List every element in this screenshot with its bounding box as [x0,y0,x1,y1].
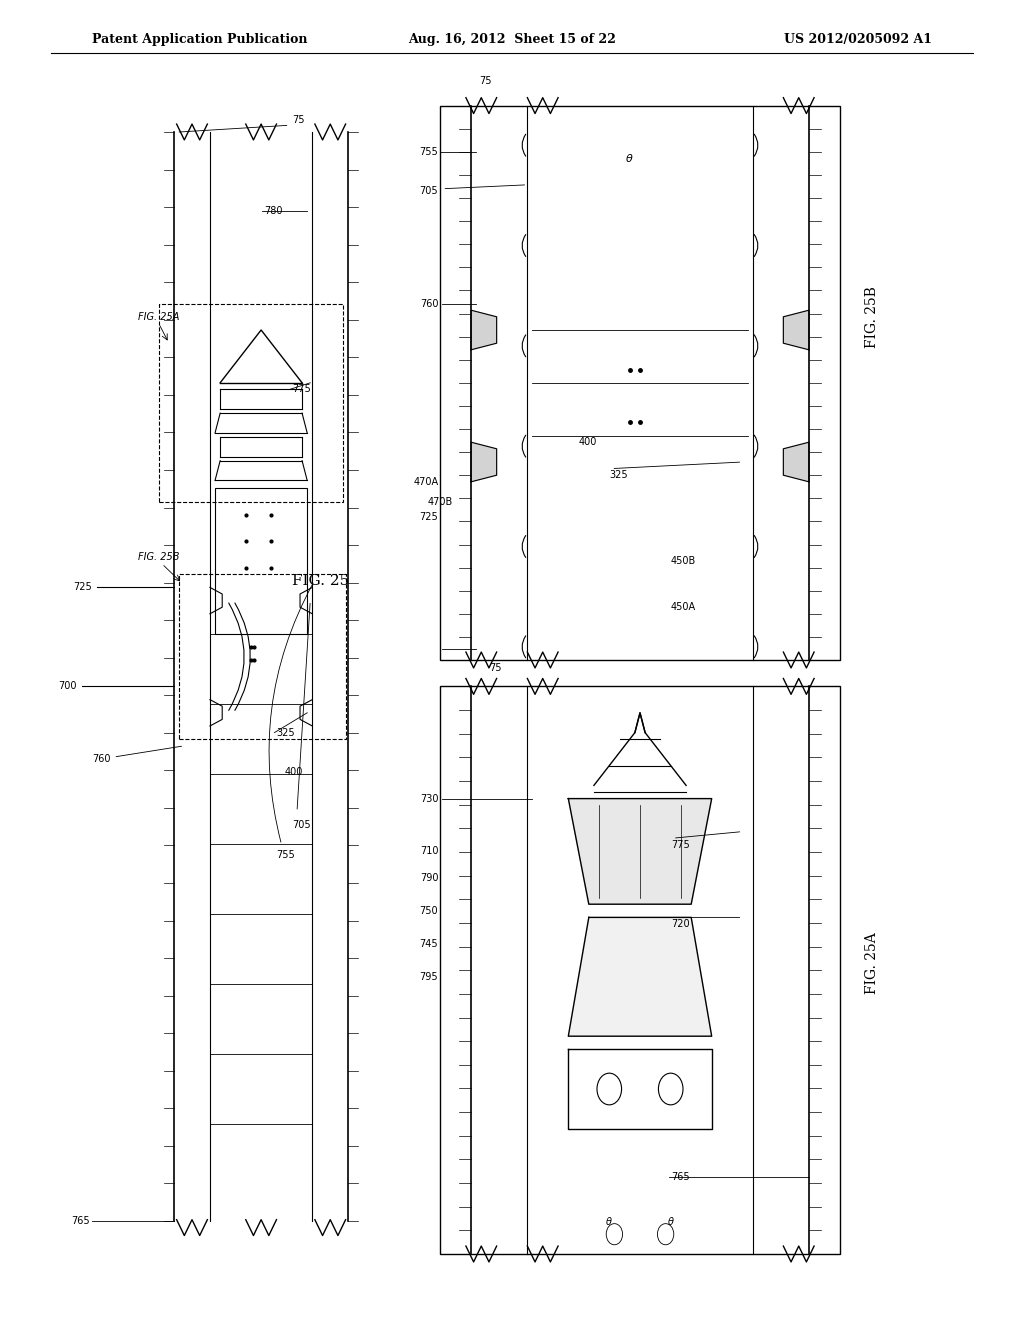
Text: 765: 765 [671,1172,689,1183]
Text: 795: 795 [420,972,438,982]
Text: 720: 720 [671,919,689,929]
Text: $\theta$: $\theta$ [605,1214,613,1228]
Text: 790: 790 [420,873,438,883]
Text: 705: 705 [420,186,438,197]
Text: 780: 780 [264,206,283,216]
Text: 760: 760 [420,298,438,309]
Text: 765: 765 [72,1216,90,1226]
Text: FIG. 25: FIG. 25 [292,574,349,589]
Text: 450B: 450B [671,556,696,566]
Text: 470B: 470B [427,496,453,507]
Text: Aug. 16, 2012  Sheet 15 of 22: Aug. 16, 2012 Sheet 15 of 22 [408,33,616,46]
Bar [179,574,346,739]
Text: FIG. 25B: FIG. 25B [865,286,880,347]
Polygon shape [471,310,497,350]
Text: 470A: 470A [413,477,438,487]
Text: 400: 400 [285,767,303,777]
Text: 75: 75 [479,75,492,86]
Text: 325: 325 [609,470,628,480]
Text: 755: 755 [420,147,438,157]
Text: 75: 75 [489,663,502,673]
Text: 750: 750 [420,906,438,916]
Text: 450A: 450A [671,602,696,612]
Text: 710: 710 [420,846,438,857]
Polygon shape [568,799,712,904]
Text: 705: 705 [292,820,310,830]
Text: FIG. 25A: FIG. 25A [865,933,880,994]
Text: FIG. 25B: FIG. 25B [138,552,180,562]
Bar [159,304,343,502]
Text: 745: 745 [420,939,438,949]
Bar [215,488,307,634]
Text: 775: 775 [671,840,689,850]
Text: 400: 400 [579,437,597,447]
Bar [440,686,840,1254]
Text: $\theta$: $\theta$ [626,152,634,165]
Polygon shape [783,442,809,482]
Text: Patent Application Publication: Patent Application Publication [92,33,307,46]
Text: $\theta$: $\theta$ [667,1214,675,1228]
Text: US 2012/0205092 A1: US 2012/0205092 A1 [783,33,932,46]
Polygon shape [783,310,809,350]
Text: 730: 730 [420,793,438,804]
Text: 725: 725 [74,582,92,593]
Polygon shape [568,917,712,1036]
Bar [440,106,840,660]
Text: 755: 755 [276,850,295,861]
Text: 700: 700 [58,681,77,692]
Text: FIG. 25A: FIG. 25A [138,312,179,322]
Polygon shape [471,442,497,482]
Text: 760: 760 [92,746,181,764]
Text: 725: 725 [420,512,438,523]
Text: 75: 75 [292,115,304,125]
Text: 775: 775 [292,384,310,395]
Text: 325: 325 [276,727,295,738]
